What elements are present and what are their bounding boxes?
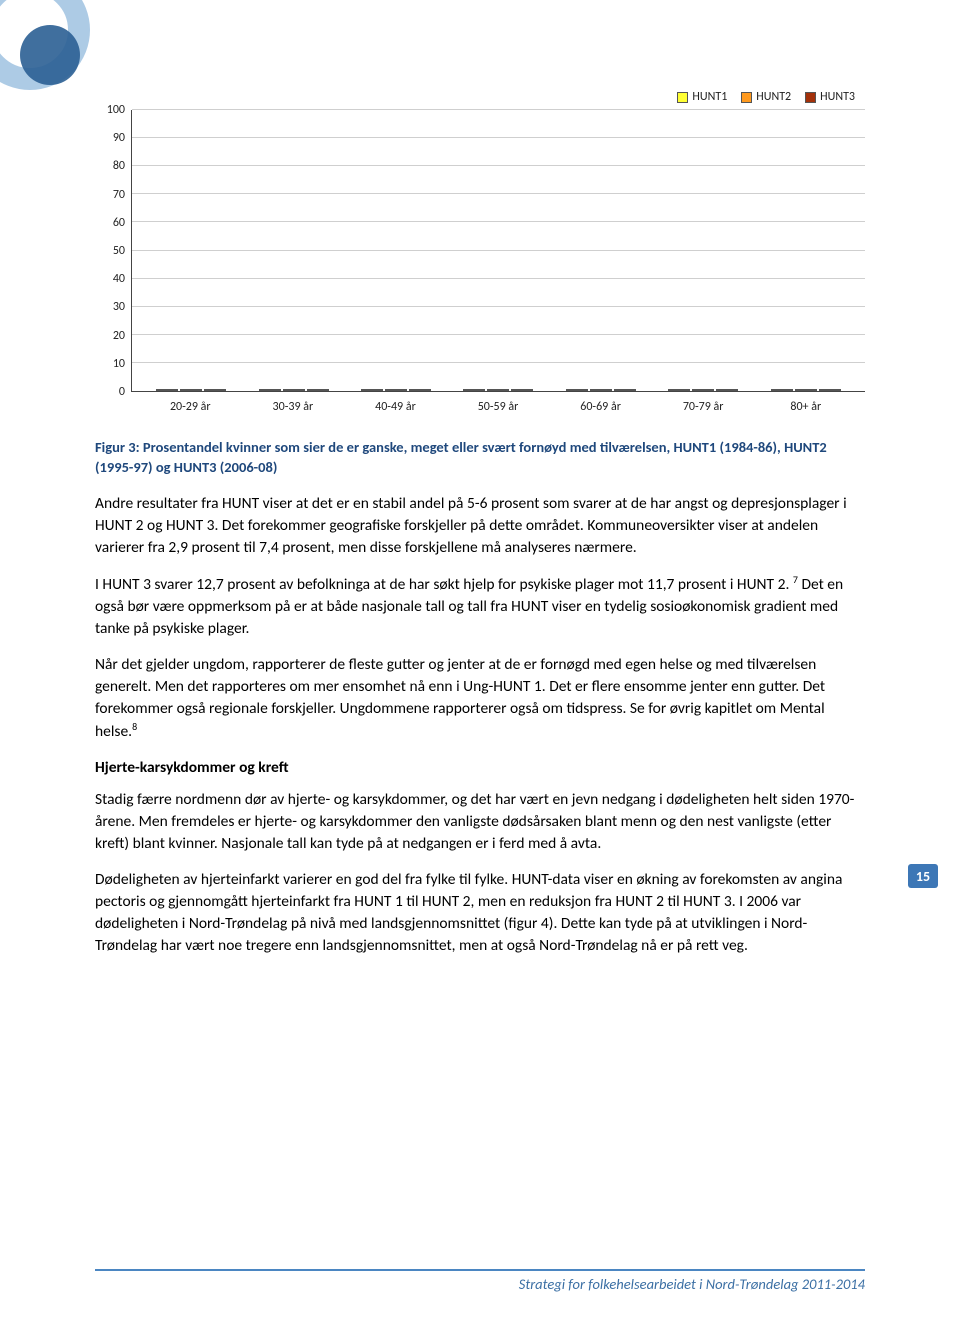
- bar: [487, 389, 509, 391]
- figure-caption: Figur 3: Prosentandel kvinner som sier d…: [95, 438, 865, 477]
- y-tick-label: 0: [119, 385, 125, 399]
- x-tick-label: 70-79 år: [652, 396, 755, 420]
- bar: [307, 389, 329, 391]
- bar-group: [550, 389, 652, 391]
- paragraph: I HUNT 3 svarer 12,7 prosent av befolkni…: [95, 573, 865, 640]
- sub-heading: Hjerte-karsykdommer og kreft: [95, 757, 865, 779]
- y-tick-label: 90: [113, 131, 125, 145]
- legend-swatch: [741, 92, 752, 103]
- bar: [463, 389, 485, 391]
- y-tick-label: 80: [113, 159, 125, 173]
- x-axis-labels: 20-29 år30-39 år40-49 år50-59 år60-69 år…: [131, 396, 865, 420]
- x-tick-label: 30-39 år: [242, 396, 345, 420]
- bar: [668, 389, 690, 391]
- y-axis: 0102030405060708090100: [95, 110, 131, 392]
- plot-area: [131, 110, 865, 392]
- y-tick-label: 60: [113, 216, 125, 230]
- y-tick-label: 20: [113, 329, 125, 343]
- chart-legend: HUNT1 HUNT2 HUNT3: [95, 90, 865, 104]
- legend-item: HUNT2: [741, 90, 791, 104]
- bar: [614, 389, 636, 391]
- legend-swatch: [677, 92, 688, 103]
- text-run: I HUNT 3 svarer 12,7 prosent av befolkni…: [95, 575, 793, 594]
- bar: [771, 389, 793, 391]
- footer: Strategi for folkehelsearbeidet i Nord-T…: [95, 1269, 865, 1293]
- x-tick-label: 20-29 år: [139, 396, 242, 420]
- bar: [156, 389, 178, 391]
- bar: [361, 389, 383, 391]
- bar-group: [140, 389, 242, 391]
- x-tick-label: 50-59 år: [447, 396, 550, 420]
- legend-label: HUNT3: [820, 90, 855, 104]
- y-tick-label: 50: [113, 244, 125, 258]
- bar-chart: 0102030405060708090100 20-29 år30-39 år4…: [95, 110, 865, 420]
- paragraph: Dødeligheten av hjerteinfarkt varierer e…: [95, 869, 865, 957]
- paragraph: Andre resultater fra HUNT viser at det e…: [95, 493, 865, 559]
- legend-item: HUNT3: [805, 90, 855, 104]
- bar: [204, 389, 226, 391]
- bar: [590, 389, 612, 391]
- legend-label: HUNT1: [692, 90, 727, 104]
- x-tick-label: 40-49 år: [344, 396, 447, 420]
- bar: [566, 389, 588, 391]
- y-tick-label: 30: [113, 300, 125, 314]
- y-tick-label: 70: [113, 188, 125, 202]
- bar: [716, 389, 738, 391]
- footnote-ref: 8: [132, 720, 137, 733]
- bar: [180, 389, 202, 391]
- page-number-badge: 15: [908, 864, 938, 888]
- bar-group: [652, 389, 754, 391]
- footer-text: Strategi for folkehelsearbeidet i Nord-T…: [95, 1275, 865, 1293]
- paragraph: Stadig færre nordmenn dør av hjerte- og …: [95, 789, 865, 855]
- bar-group: [345, 389, 447, 391]
- bar: [819, 389, 841, 391]
- x-tick-label: 80+ år: [754, 396, 857, 420]
- bar: [385, 389, 407, 391]
- chart-container: HUNT1 HUNT2 HUNT3 0 10 20 30 40 50 60 70 80 90 100 2…: [95, 90, 865, 420]
- y-tick-label: 100: [107, 103, 125, 117]
- legend-label: HUNT2: [756, 90, 791, 104]
- bar-group: [242, 389, 344, 391]
- legend-swatch: [805, 92, 816, 103]
- bar: [409, 389, 431, 391]
- text-run: Når det gjelder ungdom, rapporterer de f…: [95, 655, 825, 741]
- page-content: HUNT1 HUNT2 HUNT3 0 10 20 30 40 50 60 70 80 90 100 2…: [0, 0, 960, 1031]
- bar-group: [755, 389, 857, 391]
- bar: [511, 389, 533, 391]
- bar: [283, 389, 305, 391]
- y-tick-label: 10: [113, 357, 125, 371]
- footer-rule: [95, 1269, 865, 1271]
- y-tick-label: 40: [113, 272, 125, 286]
- body-text: Andre resultater fra HUNT viser at det e…: [95, 493, 865, 957]
- legend-item: HUNT1: [677, 90, 727, 104]
- bar: [692, 389, 714, 391]
- bar: [259, 389, 281, 391]
- bar-group: [447, 389, 549, 391]
- bar: [795, 389, 817, 391]
- x-tick-label: 60-69 år: [549, 396, 652, 420]
- paragraph: Når det gjelder ungdom, rapporterer de f…: [95, 654, 865, 743]
